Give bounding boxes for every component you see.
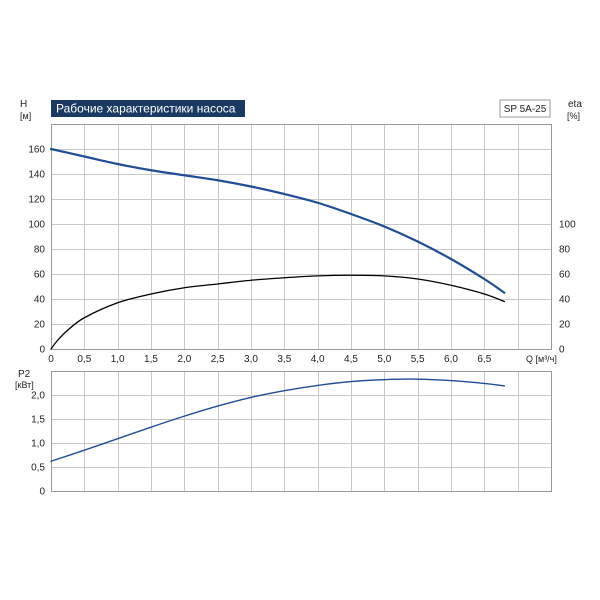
x-tick-label: 4,0 [311,354,325,365]
power-tick-label: 0 [39,487,45,498]
y-left-tick-label: 80 [34,245,46,256]
y-right-tick-label: 100 [559,220,576,231]
y-right-label: eta [568,99,582,110]
y-right-tick-label: 0 [559,345,565,356]
x-tick-label: 5,5 [411,354,425,365]
x-tick-label: 6,0 [444,354,458,365]
x-tick-label: 3,5 [277,354,291,365]
x-tick-label: 0,5 [77,354,91,365]
y-right-tick-label: 20 [559,320,571,331]
x-tick-label: 1,5 [144,354,158,365]
x-tick-label: 3,0 [244,354,258,365]
y-left-tick-label: 100 [28,220,45,231]
power-axis-label: P2 [18,369,31,380]
y-left-label: H [20,99,27,110]
y-left-tick-label: 140 [28,170,45,181]
y-left-tick-label: 20 [34,320,46,331]
y-left-tick-label: 160 [28,145,45,156]
top-plot-frame [51,124,552,350]
x-tick-label: 5,0 [377,354,391,365]
y-right-unit: [%] [567,111,580,121]
y-right-tick-label: 60 [559,270,571,281]
x-tick-label: 1,0 [111,354,125,365]
tick-labels: 0 20 40 60 80 100 120 140 160 0 20 40 60 80 100 0 0,5 1,0… [28,145,576,498]
y-right-tick-label: 80 [559,245,571,256]
x-axis-unit: Q [м³/ч] [526,354,557,364]
plot-frames [51,124,552,492]
y-left-tick-label: 40 [34,295,46,306]
head-curve [49,147,506,294]
power-tick-label: 1,5 [31,415,45,426]
y-right-tick-label: 40 [559,295,571,306]
x-tick-label: 2,0 [177,354,191,365]
y-left-tick-label: 120 [28,195,45,206]
x-tick-label: 0 [48,354,54,365]
bottom-plot-frame [51,371,552,492]
x-tick-label: 6,5 [477,354,491,365]
y-left-tick-label: 0 [39,345,45,356]
chart-title: Рабочие характеристики насоса [56,102,236,116]
power-tick-label: 2,0 [31,391,45,402]
power-tick-label: 0,5 [31,463,45,474]
x-tick-label: 4,5 [344,354,358,365]
efficiency-curve [50,274,505,350]
x-tick-label: 2,5 [211,354,225,365]
power-axis-unit: [кВт] [15,380,34,390]
curves [49,147,506,462]
model-label: SP 5A-25 [504,104,547,115]
title-box [51,100,245,117]
y-left-unit: [м] [20,111,31,121]
power-curve [50,378,506,462]
model-box [499,99,551,118]
y-left-tick-label: 60 [34,270,46,281]
power-tick-label: 1,0 [31,439,45,450]
grid-lines [51,124,551,491]
